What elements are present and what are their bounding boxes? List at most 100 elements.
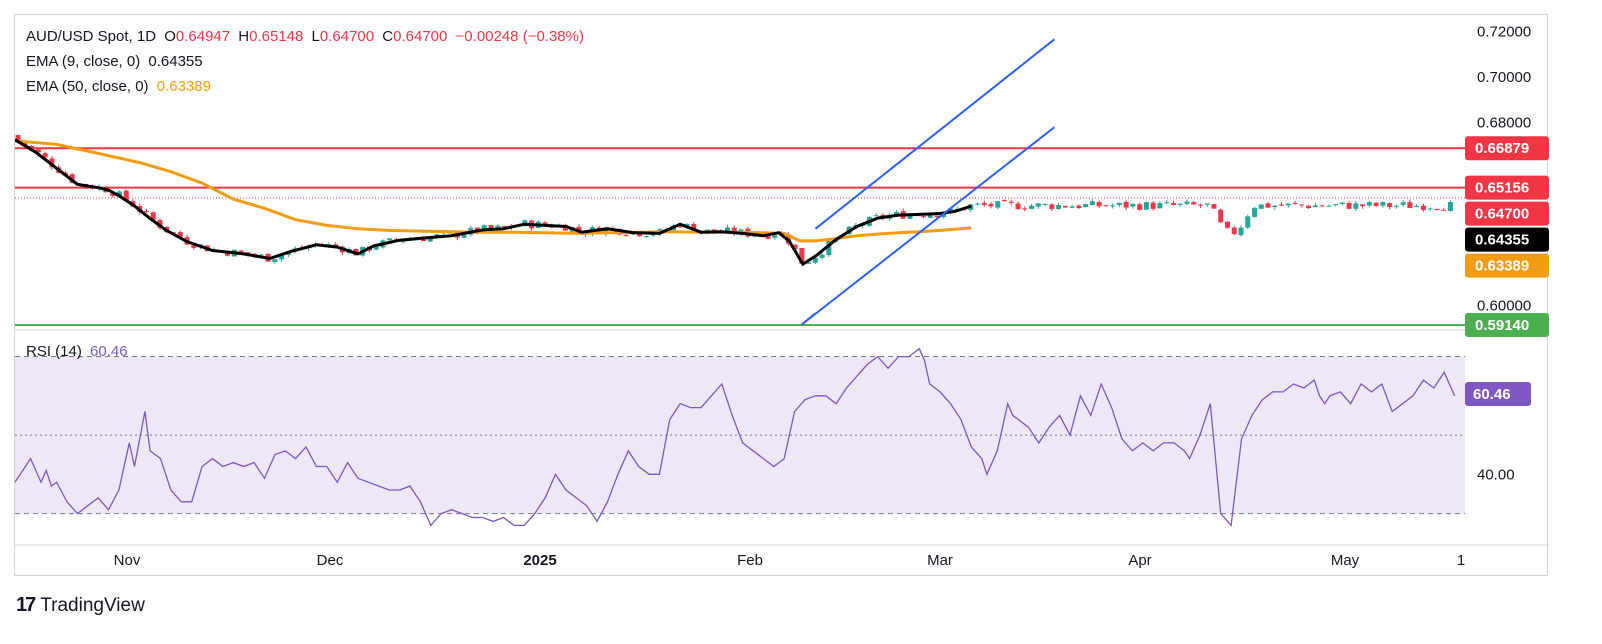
candle-up	[1157, 203, 1163, 209]
candle-down	[1224, 221, 1230, 228]
candle-down	[1346, 203, 1352, 209]
candle-up	[1184, 201, 1190, 204]
price-tag-label: 0.63389	[1475, 258, 1529, 275]
candle-up	[819, 254, 825, 258]
price-tag-label: 0.64700	[1475, 206, 1529, 223]
candle-up	[772, 235, 778, 238]
candle-down	[1022, 208, 1028, 210]
support-tag-label: 0.59140	[1475, 317, 1529, 334]
price-tag-label: 0.65156	[1475, 180, 1529, 197]
candle-down	[1191, 202, 1197, 205]
candle-down	[1137, 204, 1143, 210]
candle-up	[1130, 203, 1136, 207]
candle-up	[975, 203, 981, 205]
candle-down	[1319, 205, 1325, 207]
candle-up	[650, 234, 656, 236]
candle-up	[927, 214, 933, 218]
chart-canvas[interactable]: 0.72000 0.70000 0.68000 0.60000 40.00 0.66879…	[15, 15, 1549, 577]
candle-down	[1420, 205, 1426, 211]
time-tick-label: Mar	[927, 552, 953, 569]
candle-down	[1441, 209, 1447, 211]
price-tag	[1465, 227, 1549, 252]
candle-down	[420, 238, 426, 242]
candle-down	[1062, 205, 1068, 208]
time-tick-label: Apr	[1128, 552, 1151, 569]
candle-up	[1238, 227, 1244, 236]
legend-close-label: C	[382, 28, 394, 45]
candle-up	[643, 236, 649, 238]
time-tick-label: Feb	[737, 552, 763, 569]
candle-down	[1299, 204, 1305, 206]
legend-ema9: EMA (9, close, 0) 0.64355	[26, 53, 207, 70]
candle-down	[35, 149, 41, 153]
candle-down	[677, 225, 683, 228]
legend-open: 0.64947	[175, 28, 231, 45]
candle-up	[826, 240, 832, 256]
candle-up	[1089, 201, 1095, 206]
candle-down	[22, 141, 28, 146]
candle-up	[1204, 203, 1210, 205]
candle-up	[1400, 202, 1406, 205]
candle-down	[1008, 201, 1014, 203]
candle-down	[150, 212, 156, 220]
rsi-tag-label: 60.46	[1473, 386, 1511, 403]
candle-up	[1029, 205, 1035, 209]
candle-up	[941, 214, 947, 218]
candle-down	[1211, 204, 1217, 209]
rsi-tag	[1465, 382, 1531, 407]
candle-up	[1258, 204, 1264, 209]
time-tick-label: Nov	[114, 552, 141, 569]
candle-up	[893, 211, 899, 215]
support-tag	[1465, 312, 1549, 337]
candle-up	[1083, 204, 1089, 208]
candle-up	[1326, 205, 1332, 207]
candle-down	[1407, 202, 1413, 208]
legend-high: 0.65148	[249, 28, 304, 45]
tradingview-logo[interactable]: 17 TradingView	[16, 594, 145, 617]
legend-ema50: EMA (50, close, 0) 0.63389	[26, 78, 215, 95]
price-tag	[1465, 136, 1549, 161]
candle-up	[1116, 202, 1122, 205]
candle-down	[637, 232, 643, 237]
time-tick-label: 1	[1457, 552, 1465, 569]
legend-high-label: H	[238, 28, 250, 45]
candle-down	[1150, 202, 1156, 209]
legend-ema9-value: 0.64355	[148, 53, 203, 70]
rsi-line	[15, 347, 1456, 527]
candle-down	[502, 225, 508, 228]
candle-up	[387, 238, 393, 241]
candle-up	[272, 259, 278, 263]
candle-down	[792, 244, 798, 250]
candle-up	[427, 236, 433, 242]
candle-down	[1373, 202, 1379, 206]
legend-close: 0.64700	[393, 28, 448, 45]
candle-up	[1427, 208, 1433, 210]
candle-down	[1002, 200, 1008, 202]
candle-down	[191, 245, 197, 248]
candle-down	[1015, 203, 1021, 210]
candle-down	[1076, 205, 1082, 209]
candle-down	[1197, 204, 1203, 206]
price-tick-label: 0.68000	[1477, 115, 1531, 132]
candle-down	[488, 225, 494, 229]
legend-symbol: AUD/USD Spot, 1D	[26, 28, 157, 45]
brand-name: TradingView	[40, 594, 145, 616]
price-tag	[1465, 175, 1549, 200]
legend-rsi: RSI (14) 60.46	[26, 343, 132, 360]
candle-up	[1143, 202, 1149, 210]
candle-up	[116, 191, 122, 197]
price-tag	[1465, 201, 1549, 226]
candle-down	[934, 215, 940, 218]
candle-down	[1231, 227, 1237, 235]
candle-up	[1414, 205, 1420, 207]
candle-up	[907, 214, 913, 219]
candle-up	[1447, 201, 1453, 212]
ema9-line	[15, 138, 972, 267]
candle-down	[123, 190, 129, 201]
candle-down	[1387, 203, 1393, 207]
candle-up	[806, 262, 812, 264]
candle-down	[623, 235, 629, 237]
candle-up	[1393, 205, 1399, 207]
candle-up	[1272, 205, 1278, 208]
candle-down	[542, 222, 548, 226]
